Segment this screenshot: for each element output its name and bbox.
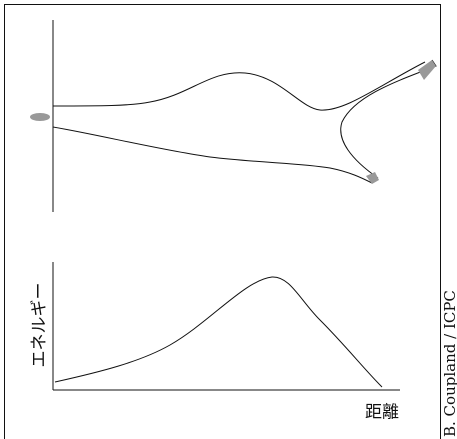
y-axis-label: エネルギー	[30, 283, 50, 368]
product-blob	[418, 60, 436, 80]
inner-boundary	[340, 59, 437, 179]
x-axis-label: 距離	[365, 403, 399, 423]
energy-curve	[54, 276, 383, 388]
product-blob	[366, 172, 379, 184]
energy-profile: エネルギー 距離	[30, 262, 400, 423]
upper-boundary	[52, 61, 426, 111]
credit: B. Coupland / ICPC	[441, 290, 457, 437]
lower-boundary	[52, 126, 373, 184]
reactant-blob	[30, 113, 50, 121]
frame	[4, 4, 441, 439]
potential-surface	[30, 20, 437, 212]
